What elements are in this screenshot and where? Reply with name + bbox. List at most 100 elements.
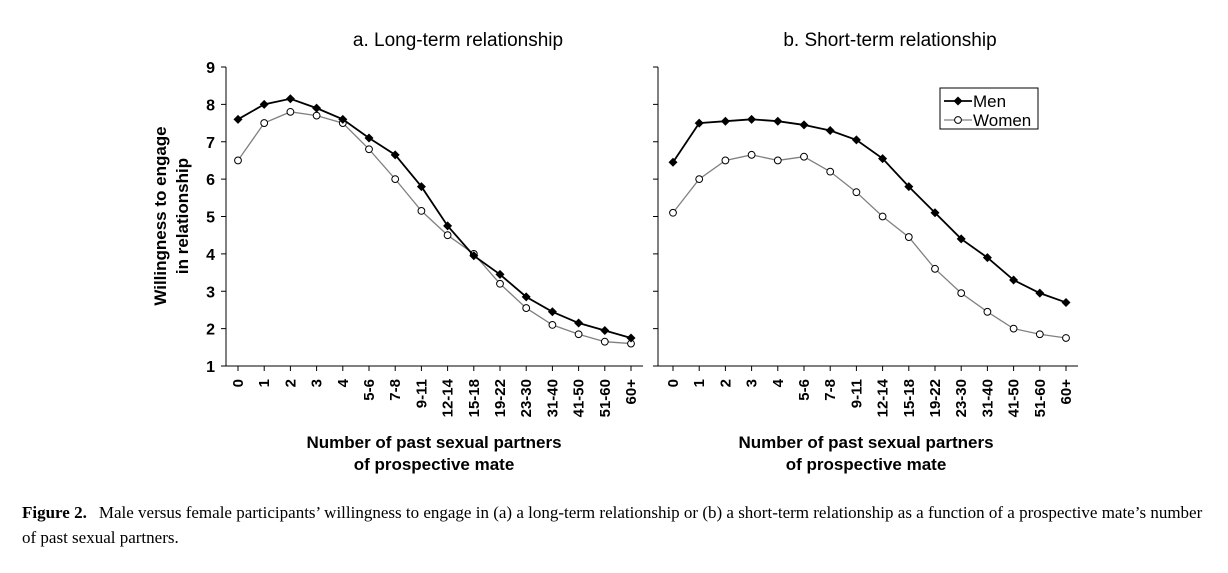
data-point-men: [547, 307, 557, 317]
x-tick-label: 4: [770, 378, 787, 387]
data-point-men: [982, 253, 992, 263]
data-point-men: [574, 318, 584, 328]
x-tick-label: 51-60: [597, 379, 614, 417]
data-point-women: [234, 156, 242, 165]
data-point-men: [1061, 297, 1071, 307]
data-point-men: [720, 116, 730, 126]
x-tick-label: 41-50: [1006, 379, 1023, 417]
y-tick-label: 2: [206, 322, 215, 339]
legend-men-marker: [953, 96, 963, 106]
x-tick-label: 31-40: [979, 379, 996, 417]
data-point-women: [721, 156, 730, 165]
legend-men-label: Men: [973, 92, 1006, 111]
legend-women-marker: [954, 116, 962, 124]
data-point-women: [695, 175, 704, 184]
chart-title: a. Long-term relationship: [353, 30, 563, 51]
series-line-men: [237, 97, 632, 339]
data-point-women: [957, 289, 966, 298]
data-point-men: [285, 94, 295, 104]
x-tick-label: 1: [691, 379, 708, 387]
data-point-women: [496, 279, 504, 288]
y-tick-label: 3: [206, 284, 215, 301]
data-point-men: [878, 154, 888, 164]
data-point-women: [286, 107, 295, 116]
data-point-men: [694, 118, 704, 128]
data-point-men: [469, 251, 479, 261]
x-tick-label: 3: [309, 379, 326, 387]
x-tick-label: 5-6: [796, 379, 813, 401]
x-tick-label: 3: [744, 379, 761, 387]
figure-caption: Figure 2. Male versus female participants…: [22, 500, 1208, 550]
x-tick-label: 5-6: [361, 379, 378, 401]
data-point-men: [956, 234, 966, 244]
data-point-women: [983, 307, 992, 316]
data-point-men: [338, 114, 348, 124]
series-line-women: [672, 154, 1067, 339]
data-point-men: [773, 116, 783, 126]
data-point-men: [600, 325, 610, 335]
x-tick-label: 2: [717, 379, 734, 387]
data-point-men: [390, 150, 400, 160]
data-point-women: [747, 150, 756, 159]
x-tick-label: 12-14: [875, 378, 892, 417]
data-point-women: [1009, 324, 1018, 333]
data-point-men: [521, 292, 531, 302]
data-point-women: [443, 231, 452, 240]
x-tick-label: 41-50: [571, 379, 588, 417]
data-point-women: [312, 111, 321, 120]
data-point-men: [904, 182, 914, 192]
data-point-men: [930, 208, 940, 218]
data-point-men: [626, 333, 636, 343]
x-tick-label: 51-60: [1032, 379, 1049, 417]
data-point-men: [1035, 288, 1045, 298]
data-point-men: [668, 157, 678, 167]
x-tick-label: 19-22: [492, 379, 509, 417]
x-tick-label: 9-11: [848, 379, 865, 408]
x-tick-label: 4: [335, 378, 352, 387]
caption-label: Figure 2.: [22, 503, 87, 522]
data-point-men: [1009, 275, 1019, 285]
x-tick-label: 23-30: [953, 379, 970, 417]
data-point-women: [852, 188, 861, 197]
y-tick-label: 4: [206, 247, 215, 264]
data-point-women: [600, 337, 609, 346]
y-axis-label: Willingness to engage: [151, 126, 170, 305]
chart-title: b. Short-term relationship: [783, 30, 996, 51]
data-point-women: [548, 320, 557, 329]
data-point-women: [800, 152, 808, 161]
data-point-men: [825, 126, 835, 136]
y-tick-label: 9: [206, 60, 215, 77]
data-point-women: [826, 167, 835, 176]
x-tick-label: 60+: [1058, 379, 1075, 405]
panel-b: b. Short-term relationship 0 1 2 3 4 5-6 7-8 9-1…: [653, 30, 1078, 474]
x-axis-label: of prospective mate: [786, 455, 947, 474]
x-axis-label: Number of past sexual partners: [306, 433, 561, 452]
data-point-women: [260, 119, 269, 127]
data-point-men: [416, 182, 426, 192]
y-tick-label: 1: [206, 359, 215, 376]
x-tick-label: 0: [665, 379, 682, 387]
data-point-women: [417, 206, 426, 215]
x-tick-label: 1: [256, 379, 273, 387]
legend-women-label: Women: [973, 111, 1031, 130]
series-line-men: [672, 118, 1067, 304]
x-tick-label: 31-40: [544, 379, 561, 417]
data-point-men: [851, 135, 861, 145]
x-axis-label: of prospective mate: [354, 455, 515, 474]
x-tick-label: 15-18: [466, 379, 483, 417]
x-tick-label: 15-18: [901, 379, 918, 417]
x-tick-label: 0: [230, 379, 247, 387]
x-tick-label: 2: [282, 379, 299, 387]
data-point-men: [233, 114, 243, 124]
x-axis-label: Number of past sexual partners: [738, 433, 993, 452]
data-point-women: [574, 330, 583, 339]
data-point-men: [312, 103, 322, 113]
data-point-women: [669, 208, 677, 217]
caption-text: Male versus female participants’ willing…: [22, 503, 1203, 547]
data-point-women: [1035, 330, 1044, 339]
x-tick-label: 12-14: [440, 378, 457, 417]
data-point-women: [904, 233, 913, 241]
x-tick-label: 7-8: [387, 379, 404, 401]
